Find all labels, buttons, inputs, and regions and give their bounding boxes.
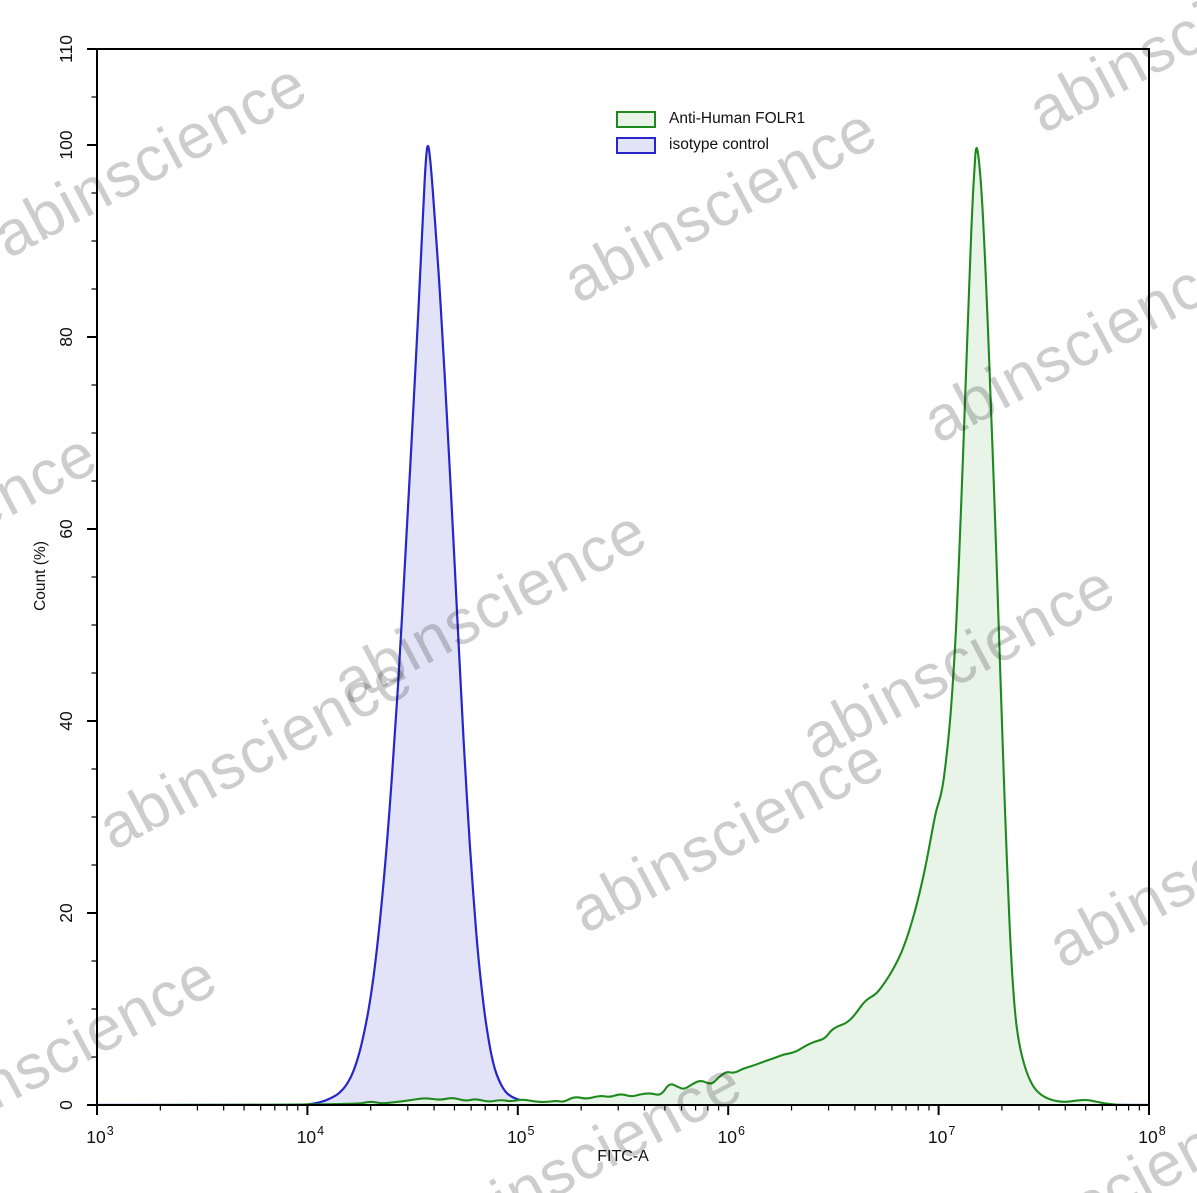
x-tick-label: 105 [507, 1124, 534, 1147]
y-tick-label: 110 [56, 35, 76, 63]
legend-swatch-blue [616, 136, 656, 154]
y-tick-label: 60 [56, 519, 76, 539]
y-tick-label: 80 [56, 327, 76, 347]
series-layer [97, 144, 1149, 1105]
y-tick-label: 0 [56, 1100, 76, 1110]
area-anti-human-folr1 [97, 147, 1149, 1105]
ticks [87, 48, 1150, 1115]
x-tick-label: 104 [297, 1124, 324, 1147]
curve-anti-human-folr1 [97, 146, 1149, 1105]
y-tick-label: 100 [56, 130, 76, 159]
y-axis-title: Count (%) [32, 541, 49, 611]
x-tick-label: 106 [717, 1124, 744, 1147]
legend: Anti-Human FOLR1 isotype control [616, 108, 805, 156]
x-tick-label: 108 [1138, 1124, 1165, 1147]
legend-label: isotype control [669, 136, 769, 154]
x-tick-label: 107 [928, 1124, 955, 1147]
legend-item-isotype-control: isotype control [616, 134, 805, 156]
x-tick-label: 103 [86, 1124, 113, 1147]
legend-swatch-green [616, 110, 656, 128]
y-tick-label: 20 [56, 903, 76, 923]
legend-label: Anti-Human FOLR1 [669, 110, 806, 128]
legend-item-anti-human-folr1: Anti-Human FOLR1 [616, 108, 805, 130]
y-tick-label: 40 [56, 711, 76, 731]
x-axis-title: FITC-A [597, 1148, 649, 1165]
